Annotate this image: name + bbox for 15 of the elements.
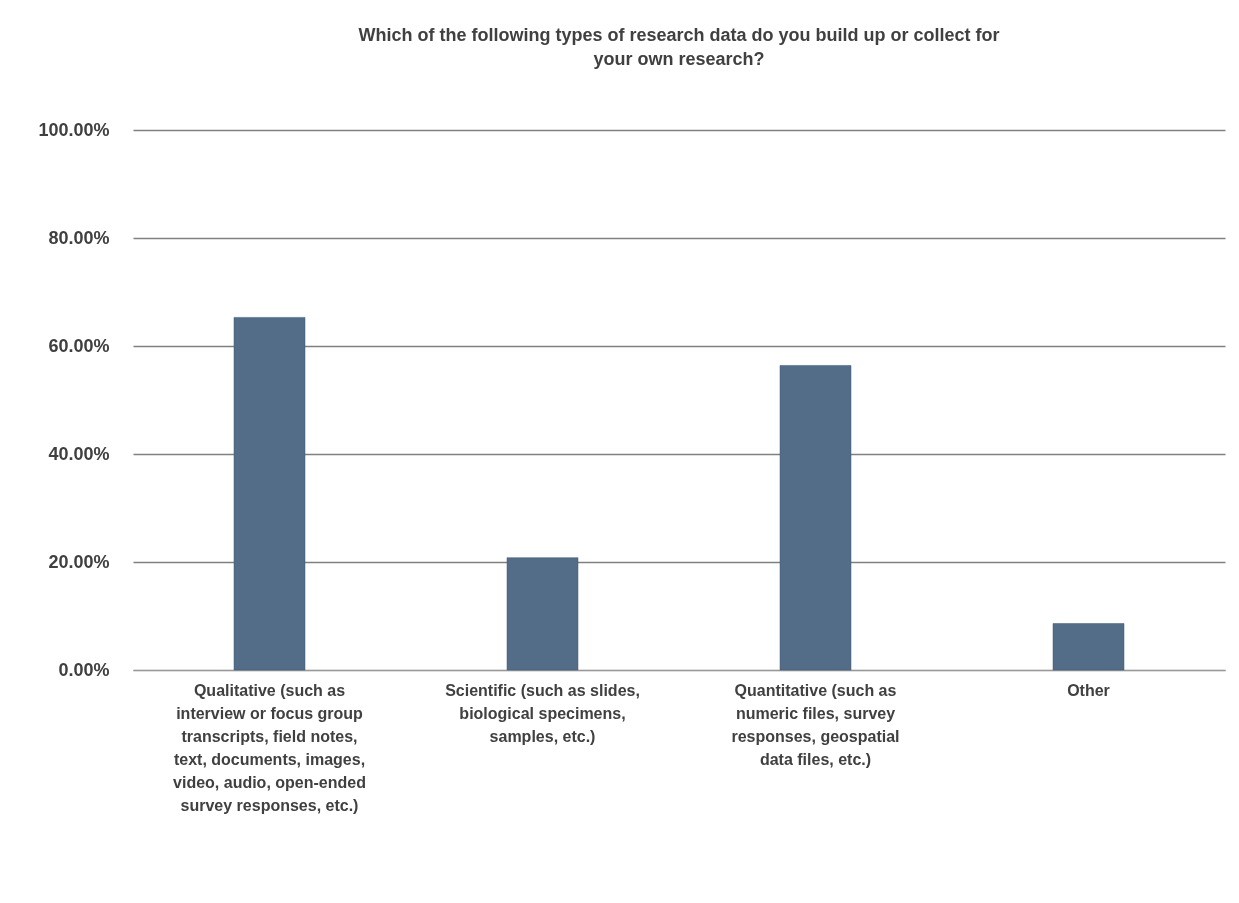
- x-tick-label: Other: [1067, 681, 1110, 699]
- bar: [1052, 623, 1125, 671]
- y-tick-label: 20.00%: [48, 551, 110, 572]
- y-tick-label: 60.00%: [48, 335, 110, 356]
- bar: [233, 317, 306, 671]
- x-tick-label: Qualitative (such as interview or focus group transcripts, field notes, text, documents, images, video, audio, open-ended survey responses, etc.): [173, 681, 366, 814]
- y-tick-label: 80.00%: [48, 227, 110, 248]
- y-tick-label: 40.00%: [48, 443, 110, 464]
- x-tick-label: Scientific (such as slides, biological specimens, samples, etc.): [445, 681, 640, 745]
- bar: [779, 365, 852, 671]
- x-tick-label: Quantitative (such as numeric files, survey responses, geospatial data files, etc.): [731, 681, 900, 768]
- chart-title: Which of the following types of research data do you build up or collect for your own research?: [358, 25, 1000, 69]
- y-tick-label: 100.00%: [38, 119, 110, 140]
- bar: [506, 557, 579, 671]
- y-tick-label: 0.00%: [58, 659, 110, 680]
